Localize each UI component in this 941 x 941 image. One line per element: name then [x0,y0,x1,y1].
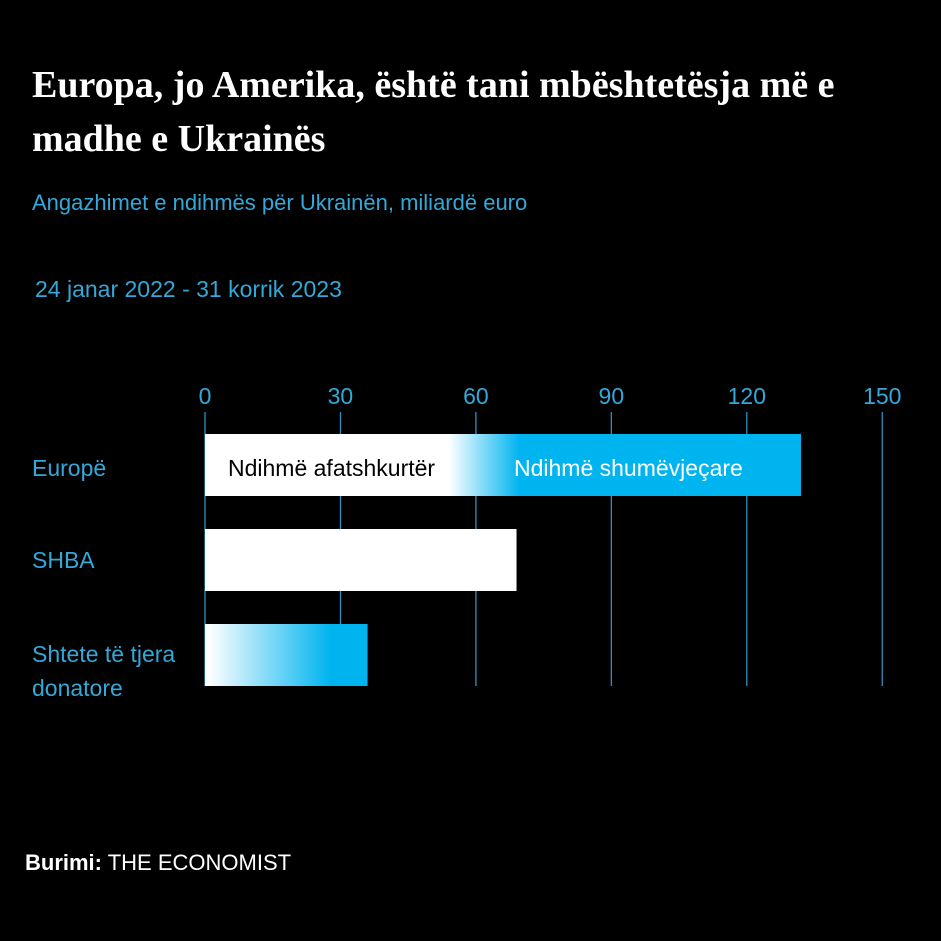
x-tick-label: 150 [863,383,901,409]
bar-2 [205,529,517,591]
source-note: Burimi: THE ECONOMIST [25,848,291,878]
x-tick-label: 60 [463,383,489,409]
bar-1 [205,434,801,496]
source-value: THE ECONOMIST [107,850,292,875]
bar-3 [205,624,368,686]
date-range: 24 janar 2022 - 31 korrik 2023 [35,276,342,302]
series-label-multi-year: Ndihmë shumëvjeçare [514,455,743,481]
x-tick-label: 120 [728,383,766,409]
x-tick-label: 90 [599,383,625,409]
category-label: Europë [32,455,106,481]
chart-title: Europa, jo Amerika, është tani mbështetë… [32,64,835,160]
chart-subtitle: Angazhimet e ndihmës për Ukrainën, milia… [32,190,528,215]
series-label-short-term: Ndihmë afatshkurtër [228,455,435,481]
x-tick-label: 30 [328,383,354,409]
category-label: SHBA [32,547,95,573]
x-tick-label: 0 [199,383,212,409]
category-label: Shtete të tjera donatore [32,641,175,701]
source-label: Burimi: [25,850,102,875]
